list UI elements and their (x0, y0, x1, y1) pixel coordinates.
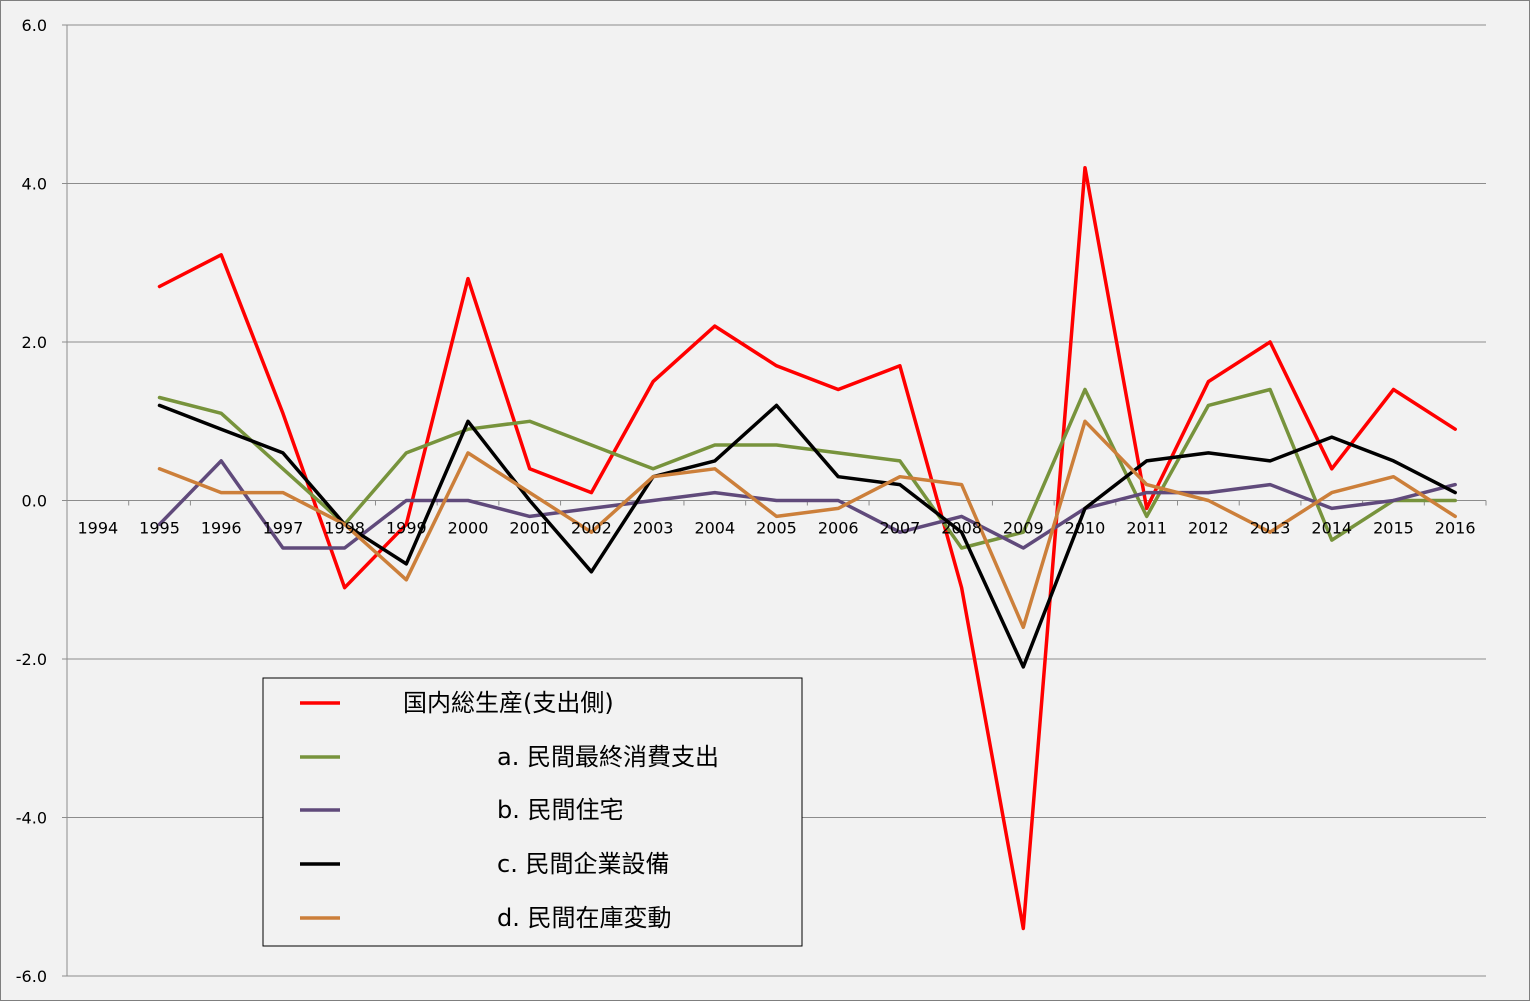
legend-label-3: c. 民間企業設備 (497, 850, 669, 878)
y-tick-labels: -6.0 -4.0 -2.0 0.0 2.0 4.0 6.0 (16, 16, 47, 986)
series-line-1 (157, 387, 1457, 550)
x-tick-label: 2013 (1250, 519, 1291, 538)
y-tick-label: 2.0 (22, 333, 47, 352)
x-tick-label: 2009 (1003, 519, 1044, 538)
legend-box (262, 677, 803, 947)
x-tick-label: 2011 (1126, 519, 1167, 538)
x-tick-label: 2014 (1311, 519, 1352, 538)
x-tick-label: 2005 (756, 519, 797, 538)
y-tick-label: -2.0 (16, 650, 47, 669)
legend-label-0: 国内総生産(支出側) (403, 689, 614, 717)
y-tick-label: -6.0 (16, 967, 47, 986)
x-tick-label: 2010 (1065, 519, 1106, 538)
x-tick-label: 1997 (263, 519, 304, 538)
x-tick-label: 2001 (509, 519, 550, 538)
x-tick-label: 2008 (941, 519, 982, 538)
legend: 国内総生産(支出側) a. 民間最終消費支出 b. 民間住宅 c. 民間企業設備 d. … (262, 677, 803, 947)
x-tick-labels: 1994 1995 1996 1997 1998 1999 2000 2001 2002 2003… (77, 519, 1475, 538)
x-tick-label: 1994 (77, 519, 118, 538)
series-lines (157, 165, 1457, 931)
x-tick-label: 1998 (324, 519, 365, 538)
legend-label-2: b. 民間住宅 (497, 796, 624, 824)
series-line-0 (157, 165, 1457, 931)
legend-label-1: a. 民間最終消費支出 (497, 743, 719, 771)
x-tick-label: 2006 (818, 519, 859, 538)
y-tick-label: 0.0 (22, 492, 47, 511)
x-tick-label: 1999 (386, 519, 427, 538)
x-tick-label: 1996 (201, 519, 242, 538)
x-tick-label: 2003 (633, 519, 674, 538)
x-tick-label: 2012 (1188, 519, 1229, 538)
x-tick-label: 2004 (694, 519, 735, 538)
legend-label-4: d. 民間在庫変動 (497, 904, 672, 932)
series-line-2 (157, 459, 1457, 550)
x-tick-label: 2007 (880, 519, 921, 538)
y-tick-label: 4.0 (22, 175, 47, 194)
x-tick-label: 2000 (448, 519, 489, 538)
y-tick-label: 6.0 (22, 16, 47, 35)
x-tick-label: 2015 (1373, 519, 1414, 538)
x-tick-label: 2002 (571, 519, 612, 538)
y-tick-label: -4.0 (16, 809, 47, 828)
x-tick-label: 1995 (139, 519, 180, 538)
series-line-3 (157, 403, 1457, 669)
series-line-4 (157, 419, 1457, 630)
x-tick-label: 2016 (1435, 519, 1476, 538)
